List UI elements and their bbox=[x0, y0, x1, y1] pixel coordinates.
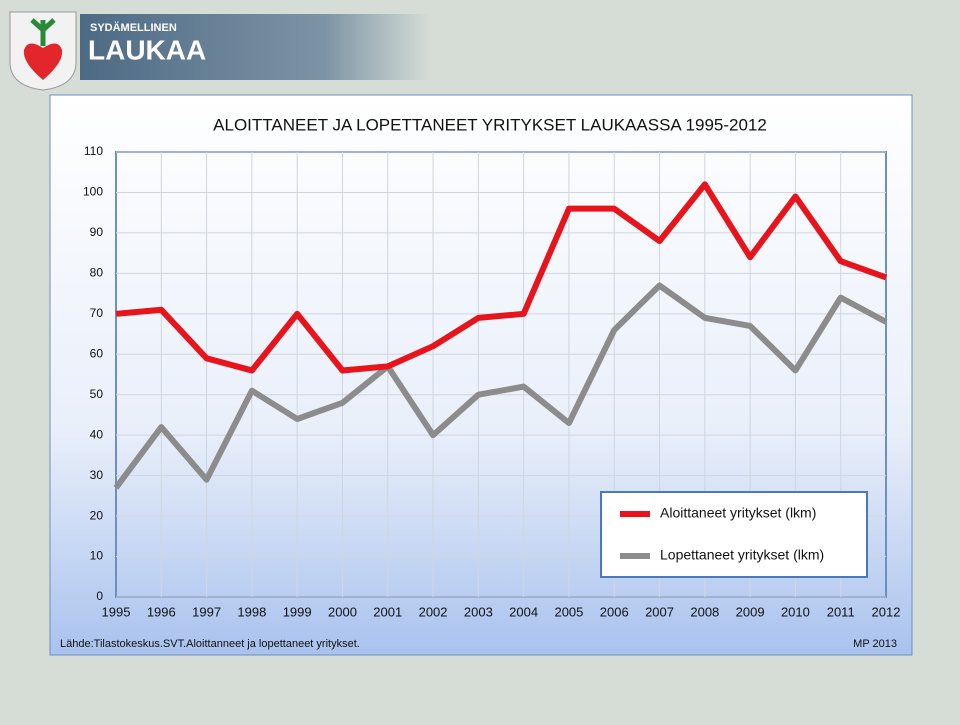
leaves bbox=[30, 18, 56, 46]
y-tick-label: 90 bbox=[90, 225, 104, 239]
y-tick-label: 10 bbox=[90, 549, 104, 563]
chart-title: ALOITTANEET JA LOPETTANEET YRITYKSET LAU… bbox=[213, 115, 767, 134]
x-tick-label: 1999 bbox=[283, 604, 312, 619]
y-tick-label: 30 bbox=[90, 468, 104, 482]
legend-label: Aloittaneet yritykset (lkm) bbox=[660, 505, 816, 521]
x-tick-label: 1998 bbox=[237, 604, 266, 619]
y-tick-label: 0 bbox=[96, 589, 103, 603]
brand: LAUKAA bbox=[88, 34, 206, 65]
x-tick-label: 2006 bbox=[600, 604, 629, 619]
y-tick-label: 50 bbox=[90, 387, 104, 401]
x-tick-label: 2005 bbox=[554, 604, 583, 619]
y-tick-label: 100 bbox=[83, 185, 103, 199]
x-tick-label: 1996 bbox=[147, 604, 176, 619]
series-line bbox=[115, 181, 888, 374]
tagline: SYDÄMELLINEN bbox=[90, 21, 177, 34]
y-tick-label: 20 bbox=[90, 508, 104, 522]
source: Lähde:Tilastokeskus.SVT.Aloittanneet ja … bbox=[60, 638, 360, 650]
x-tick-label: 2012 bbox=[872, 604, 901, 619]
x-tick-label: 2011 bbox=[827, 604, 855, 619]
y-tick-label: 110 bbox=[84, 144, 103, 158]
x-tick-label: 2010 bbox=[781, 604, 810, 619]
x-tick-label: 2000 bbox=[328, 604, 357, 619]
legend-label: Lopettaneet yritykset (lkm) bbox=[660, 547, 824, 563]
x-tick-label: 2002 bbox=[419, 604, 448, 619]
x-tick-label: 1997 bbox=[192, 604, 221, 619]
y-tick-label: 40 bbox=[90, 427, 104, 441]
y-tick-label: 70 bbox=[90, 306, 104, 320]
y-tick-label: 80 bbox=[90, 266, 104, 280]
legend bbox=[600, 491, 868, 578]
heart bbox=[23, 43, 63, 80]
x-tick-label: 1995 bbox=[102, 604, 131, 619]
y-tick-label: 60 bbox=[90, 346, 104, 360]
x-tick-label: 2003 bbox=[464, 604, 493, 619]
x-tick-label: 2009 bbox=[736, 604, 765, 619]
x-tick-label: 2007 bbox=[645, 604, 674, 619]
x-tick-label: 2001 bbox=[373, 604, 402, 619]
header-banner bbox=[80, 14, 430, 80]
x-tick-label: 2004 bbox=[509, 604, 538, 619]
author: MP 2013 bbox=[853, 638, 897, 650]
series-line bbox=[113, 282, 888, 490]
x-tick-label: 2008 bbox=[690, 604, 719, 619]
